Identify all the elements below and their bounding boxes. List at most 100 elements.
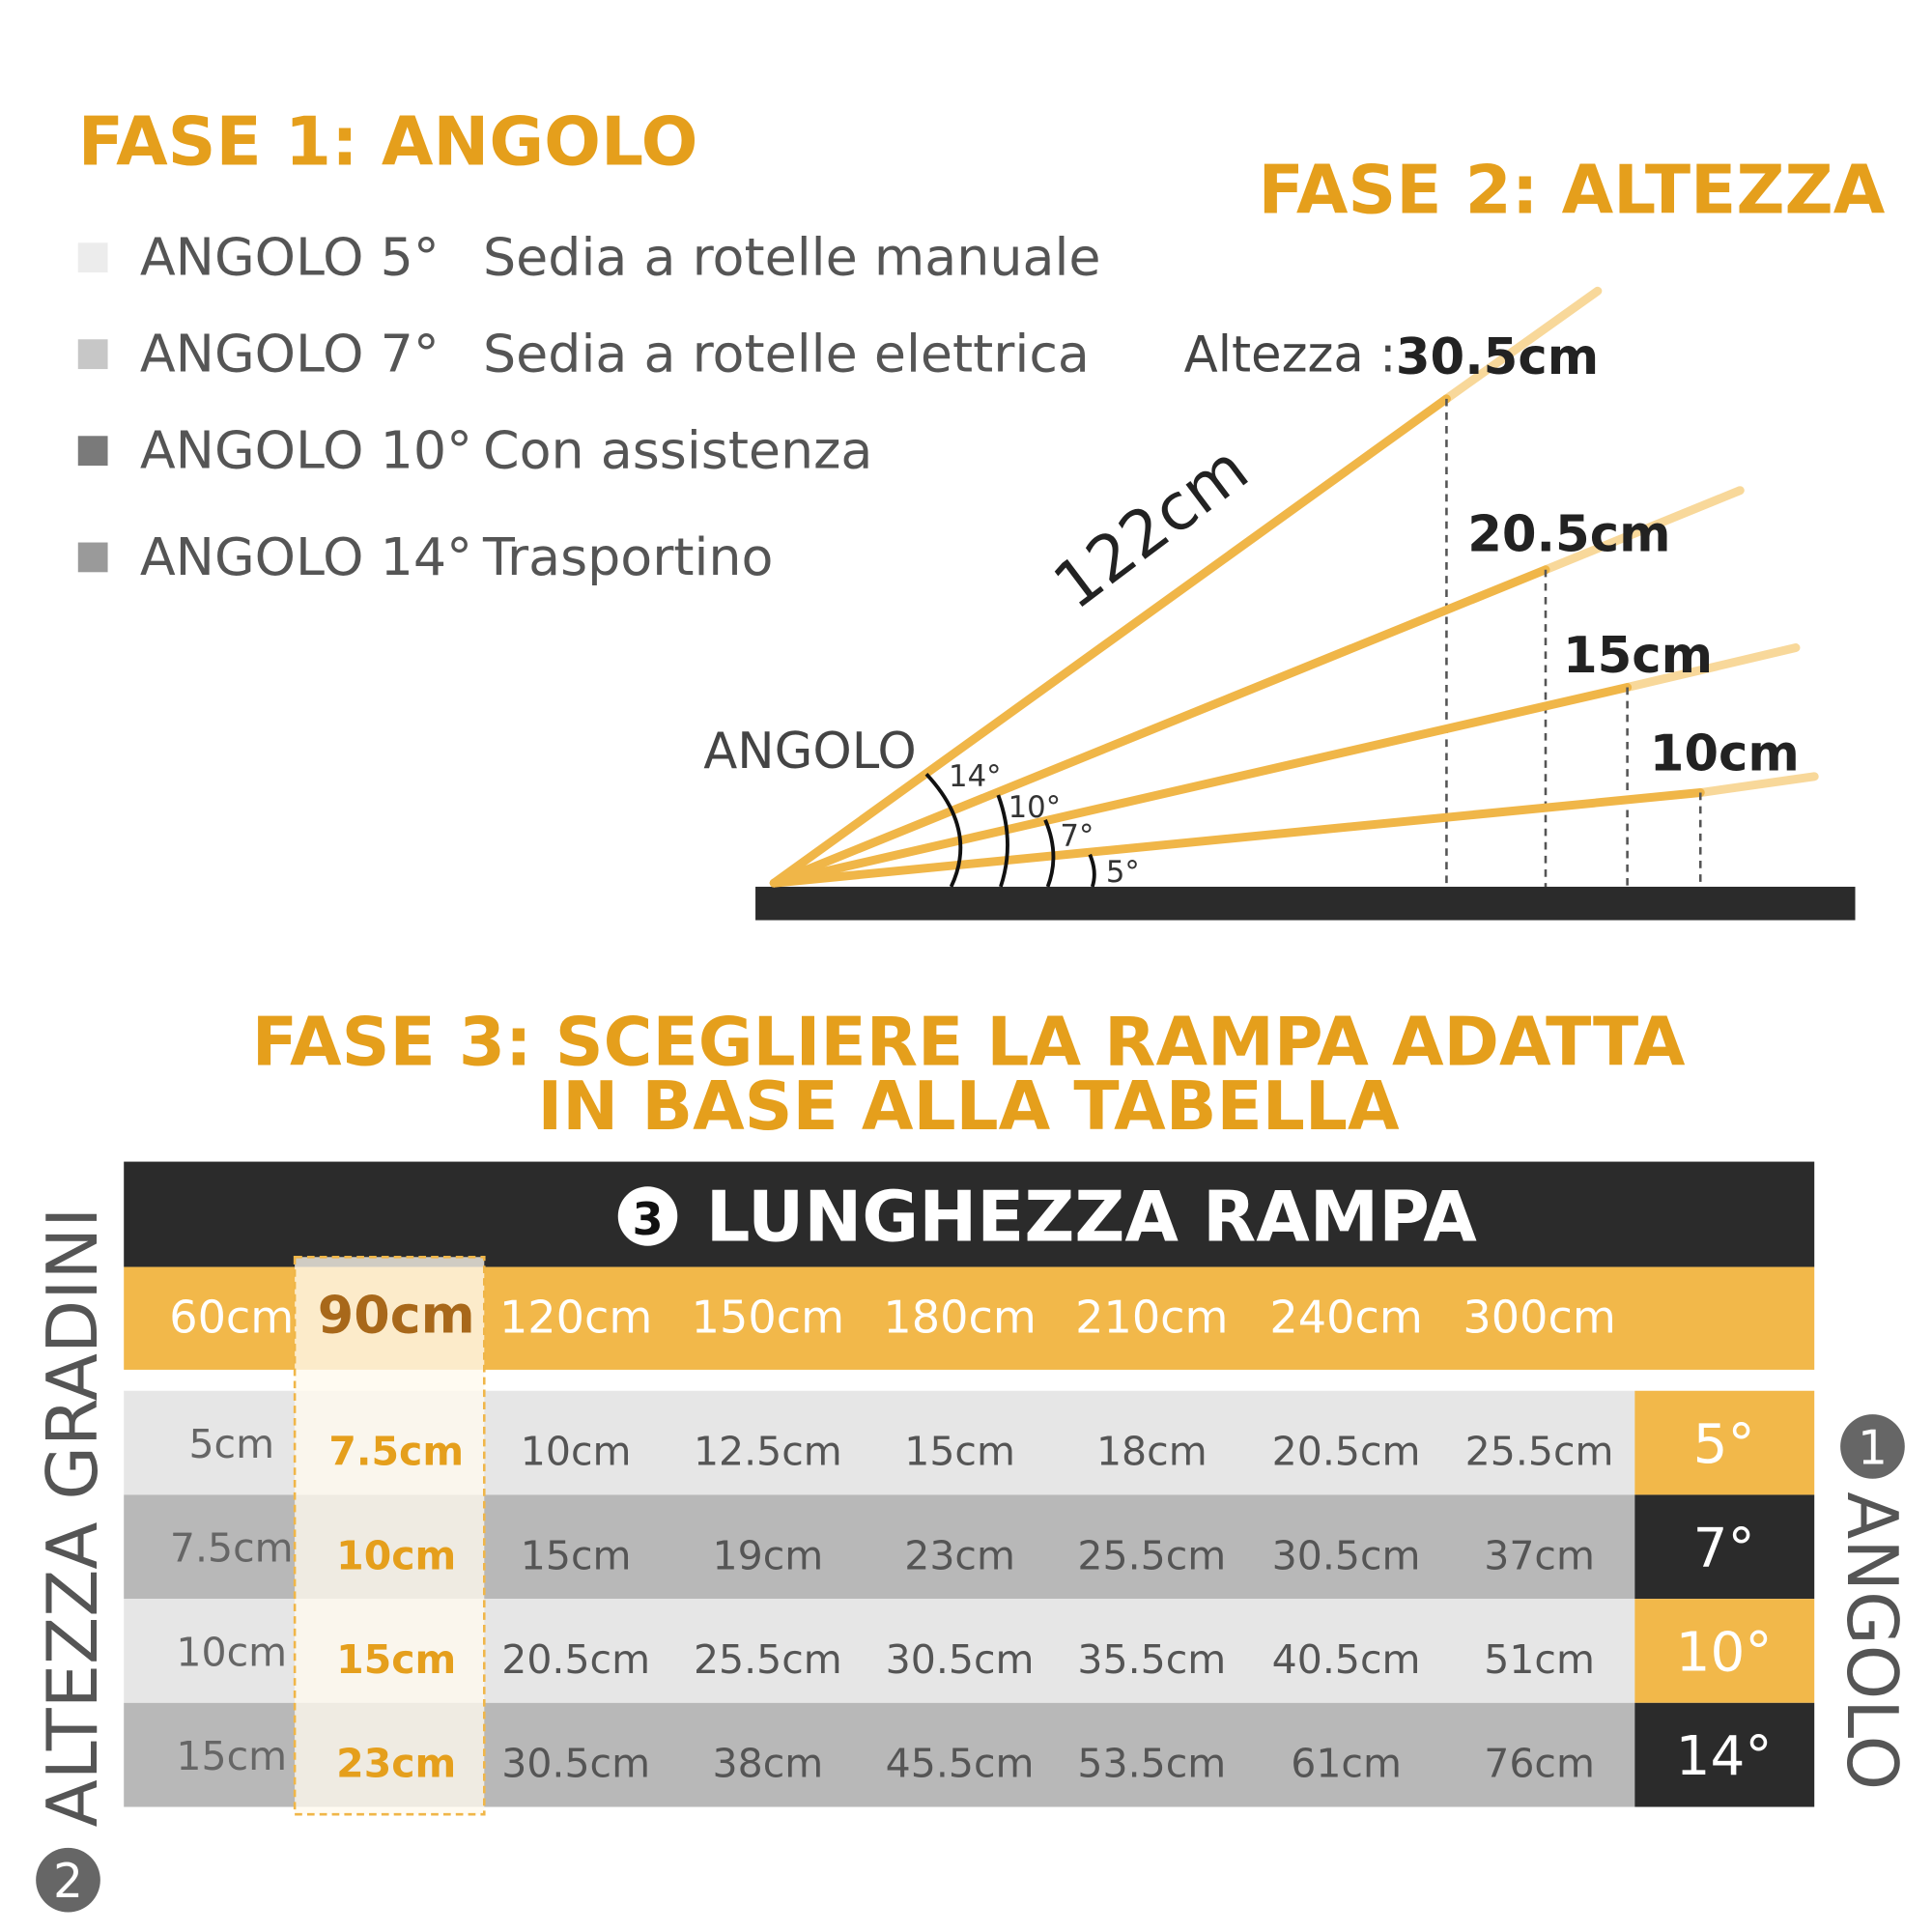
table-cell: 20.5cm (1272, 1429, 1421, 1475)
side-label: ANGOLO (1832, 1492, 1913, 1790)
badge (617, 1186, 678, 1246)
table-header-text: LUNGHEZZA RAMPA (706, 1177, 1477, 1258)
table-cell: 30.5cm (886, 1636, 1035, 1683)
table-cell: 10cm (521, 1429, 632, 1475)
angle-caption: ANGOLO (703, 723, 917, 781)
table-cell: 20.5cm (501, 1636, 650, 1683)
column-header: 240cm (1269, 1291, 1422, 1343)
table-cell: 30.5cm (501, 1741, 650, 1787)
ramp-extension (1441, 286, 1603, 404)
legend-swatch (77, 542, 108, 573)
angle-label: ANGOLO 10° (140, 420, 472, 481)
badge-number: 3 (632, 1193, 663, 1245)
side-label: ALTEZZA GRADINI (32, 1208, 113, 1828)
angle-cell (1634, 1702, 1815, 1807)
ramp (769, 788, 1705, 888)
badge-number: 2 (53, 1855, 83, 1909)
table-cell: 61cm (1291, 1741, 1402, 1787)
height-value: 30.5cm (1396, 328, 1599, 386)
table-cell: 15cm (336, 1636, 456, 1683)
table-cell: 7.5cm (170, 1525, 294, 1572)
step3-title: IN BASE ALLA TABELLA (538, 1068, 1400, 1146)
column-header: 300cm (1463, 1291, 1615, 1343)
table-cell: 40.5cm (1272, 1636, 1421, 1683)
ground (755, 886, 1856, 921)
table-cell: 10cm (176, 1629, 287, 1675)
table-cell: 7.5cm (328, 1429, 464, 1475)
table-cell: 53.5cm (1077, 1741, 1226, 1787)
table-cell: 15cm (176, 1733, 287, 1779)
badge (1840, 1414, 1905, 1479)
angle-value: 14° (949, 759, 1002, 794)
height-value: 20.5cm (1467, 506, 1670, 564)
table-cell: 25.5cm (694, 1636, 842, 1683)
ramp-extension (1695, 772, 1819, 797)
angle-arc (996, 794, 1009, 888)
angle-value: 10° (1009, 790, 1062, 825)
column-header: 120cm (499, 1291, 652, 1343)
legend-swatch (77, 339, 108, 370)
ramp (769, 683, 1633, 888)
badge (36, 1847, 100, 1913)
ramp-extension (1541, 486, 1745, 575)
ramp (769, 565, 1550, 888)
table-cell: 12.5cm (694, 1429, 842, 1475)
table-cell: 35.5cm (1077, 1636, 1226, 1683)
table-cell: 15cm (521, 1532, 632, 1578)
legend-swatch (77, 242, 108, 273)
angle-cell-text: 10° (1676, 1621, 1773, 1684)
table-cell: 23cm (336, 1741, 456, 1787)
height-caption: Altezza : (1184, 327, 1397, 384)
table-cell: 30.5cm (1272, 1532, 1421, 1578)
height-value: 10cm (1650, 724, 1800, 782)
step2-title: FASE 2: ALTEZZA (1259, 153, 1886, 230)
use-label: Sedia a rotelle elettrica (483, 324, 1090, 384)
table-cell: 25.5cm (1077, 1532, 1226, 1578)
angle-arc (1043, 818, 1056, 888)
step1-title: FASE 1: ANGOLO (78, 104, 698, 182)
angle-cell-text: 7° (1693, 1518, 1755, 1580)
table: 3 LUNGHEZZA RAMPA 60cm 90cm 120cm 150cm 180cm 2… (124, 1161, 1815, 1816)
column-header: 150cm (692, 1291, 844, 1343)
angle-label: ANGOLO 5° (140, 227, 440, 288)
use-label: Trasportino (482, 526, 773, 587)
ramp (769, 394, 1451, 888)
table-cell: 51cm (1484, 1636, 1595, 1683)
legend-swatch (77, 436, 108, 467)
angle-cell (1634, 1494, 1815, 1600)
column-header: 90cm (318, 1284, 475, 1345)
angle-arc (1088, 853, 1096, 888)
table-cell: 25.5cm (1465, 1429, 1614, 1475)
angle-cell (1634, 1390, 1815, 1495)
angle-arc (924, 772, 963, 888)
column-header: 180cm (883, 1291, 1036, 1343)
table-cell: 23cm (904, 1532, 1015, 1578)
ramp-diagram: 14°10°7° 5° ANGOLO Altezza :30.5cm 20.5cm 15c… (703, 286, 1856, 921)
table-cell: 18cm (1096, 1429, 1208, 1475)
angle-label: ANGOLO 14° (140, 526, 472, 587)
step3-title: FASE 3: SCEGLIERE LA RAMPA ADATTA (252, 1005, 1686, 1082)
angle-cell-text: 14° (1676, 1725, 1773, 1788)
table-cell: 37cm (1484, 1532, 1595, 1578)
highlight-column (293, 1256, 486, 1816)
table-cell: 76cm (1484, 1741, 1595, 1787)
use-label: Sedia a rotelle manuale (483, 227, 1101, 288)
column-header: 210cm (1075, 1291, 1228, 1343)
table-cell: 19cm (713, 1532, 824, 1578)
height-value: 15cm (1563, 627, 1713, 685)
angle-cell (1634, 1599, 1815, 1703)
table-cell: 5cm (188, 1421, 274, 1467)
ramp-length: 122cm (1039, 431, 1262, 624)
angle-value: 7° (1060, 819, 1094, 854)
ramp-extension (1623, 643, 1801, 693)
table-cell: 15cm (904, 1429, 1015, 1475)
table-cell: 10cm (336, 1532, 456, 1578)
table-cell: 38cm (713, 1741, 824, 1787)
table-cell: 45.5cm (886, 1741, 1035, 1787)
angle-cell-text: 5° (1693, 1413, 1755, 1476)
angle-label: ANGOLO 7° (140, 324, 440, 384)
column-header: 60cm (169, 1291, 294, 1343)
table-header (124, 1161, 1815, 1267)
use-label: Con assistenza (483, 420, 872, 481)
